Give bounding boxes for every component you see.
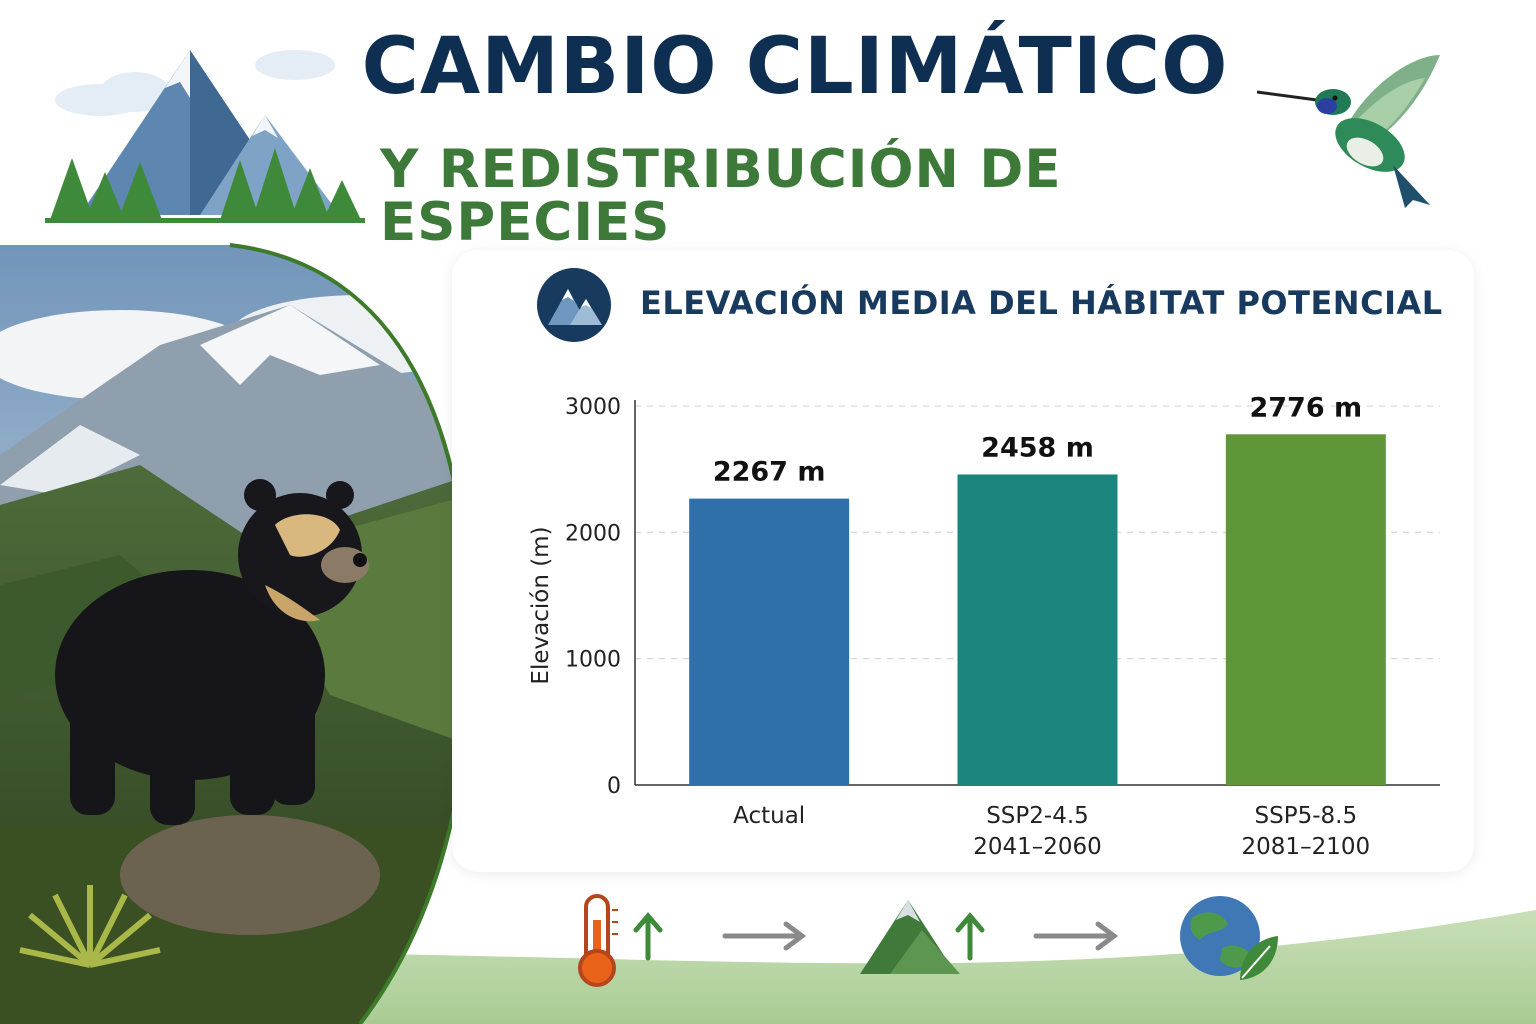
data-label: 2776 m xyxy=(1249,392,1362,423)
globe-leaf-icon xyxy=(1180,896,1278,980)
y-tick-label: 1000 xyxy=(565,648,621,673)
data-label: 2267 m xyxy=(713,457,826,488)
arrow-up-icon xyxy=(955,912,985,961)
x-tick-label: Actual xyxy=(733,803,805,829)
chart-title: ELEVACIÓN MEDIA DEL HÁBITAT POTENCIAL xyxy=(640,284,1443,322)
bar xyxy=(689,498,850,785)
arrow-right-icon xyxy=(1033,921,1119,951)
background-hill xyxy=(0,910,1536,1024)
arrow-right-icon xyxy=(722,921,807,951)
x-tick-label: SSP2-4.5 xyxy=(986,803,1089,829)
y-axis-label: Elevación (m) xyxy=(528,526,554,684)
y-tick-label: 3000 xyxy=(565,395,621,420)
x-tick-label: 2081–2100 xyxy=(1242,834,1371,860)
bar-chart: 0 1000 2000 3000 Elevación (m) 2267 m Actual 24… xyxy=(528,392,1440,860)
process-flow xyxy=(578,894,1278,987)
arrow-up-icon xyxy=(633,912,663,961)
spectacled-bear-photo xyxy=(0,243,473,1024)
mountain-icon xyxy=(537,268,611,342)
data-label: 2458 m xyxy=(981,432,1094,463)
x-tick-label: 2041–2060 xyxy=(973,834,1102,860)
bar xyxy=(957,474,1118,785)
hummingbird-icon xyxy=(1256,55,1440,208)
bar xyxy=(1225,434,1386,785)
mountain-logo-icon xyxy=(45,50,365,223)
thermometer-icon xyxy=(578,894,618,987)
y-tick-label: 0 xyxy=(607,774,621,799)
page-title: CAMBIO CLIMÁTICO xyxy=(361,22,1229,112)
y-tick-label: 2000 xyxy=(565,521,621,546)
x-tick-label: SSP5-8.5 xyxy=(1255,803,1358,829)
mountain-icon xyxy=(860,900,960,974)
page-subtitle: Y REDISTRIBUCIÓN DE ESPECIES xyxy=(380,139,1062,253)
